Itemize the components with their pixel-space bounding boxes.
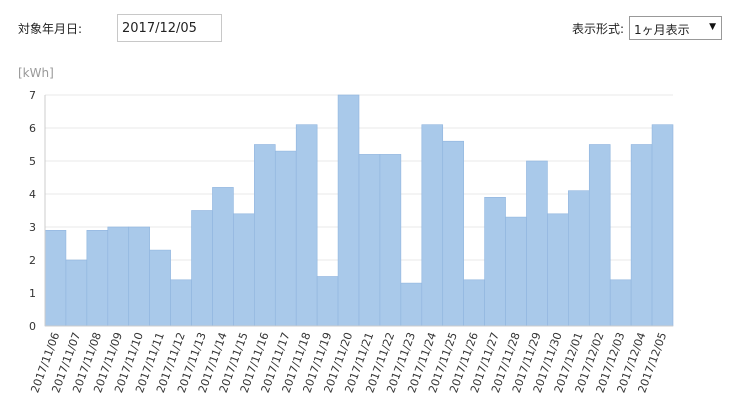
bar — [630, 144, 653, 327]
display-format-selected: 1ヶ月表示 — [634, 23, 690, 37]
target-date-label: 対象年月日: — [18, 22, 83, 36]
bar — [547, 213, 569, 327]
bar — [442, 140, 464, 327]
bar — [568, 190, 590, 327]
axes — [44, 95, 673, 327]
target-date-input[interactable] — [117, 14, 222, 42]
bar — [526, 160, 548, 327]
bar — [651, 124, 674, 327]
chevron-down-icon: ▼ — [709, 22, 716, 32]
bar — [86, 230, 109, 327]
y-axis-label: [kWh] — [18, 66, 54, 80]
y-tick-label: 3 — [29, 221, 36, 234]
bar — [274, 150, 297, 327]
x-tick-labels: 2017/11/062017/11/072017/11/082017/11/09… — [28, 331, 669, 395]
bar — [65, 259, 88, 327]
bar — [505, 216, 527, 327]
y-tick-label: 5 — [29, 155, 36, 168]
bar — [379, 154, 402, 327]
display-format-label: 表示形式: — [572, 22, 625, 36]
bar — [191, 210, 213, 327]
bar — [358, 154, 381, 327]
bar — [609, 279, 632, 327]
bar — [44, 230, 67, 327]
y-tick-label: 0 — [29, 320, 36, 333]
bar — [212, 187, 234, 327]
bar — [128, 226, 150, 327]
bar — [337, 94, 360, 327]
bar — [295, 124, 318, 327]
y-tick-label: 2 — [29, 254, 36, 267]
bar — [484, 197, 506, 327]
bar — [254, 144, 276, 327]
bar — [463, 279, 485, 327]
bar — [149, 249, 171, 327]
y-tick-label: 7 — [29, 89, 36, 102]
y-tick-labels: 0 1 2 3 4 5 6 7 — [29, 89, 36, 333]
bar — [107, 226, 130, 327]
display-format-select[interactable]: 1ヶ月表示 ▼ — [629, 16, 722, 40]
bar — [421, 124, 444, 327]
y-tick-label: 1 — [29, 287, 36, 300]
bar — [233, 213, 255, 327]
y-tick-label: 4 — [29, 188, 36, 201]
y-tick-label: 6 — [29, 122, 36, 135]
bar — [170, 279, 192, 327]
bars — [44, 94, 674, 327]
bar — [316, 276, 339, 327]
bar — [588, 144, 611, 327]
bar — [400, 282, 423, 327]
